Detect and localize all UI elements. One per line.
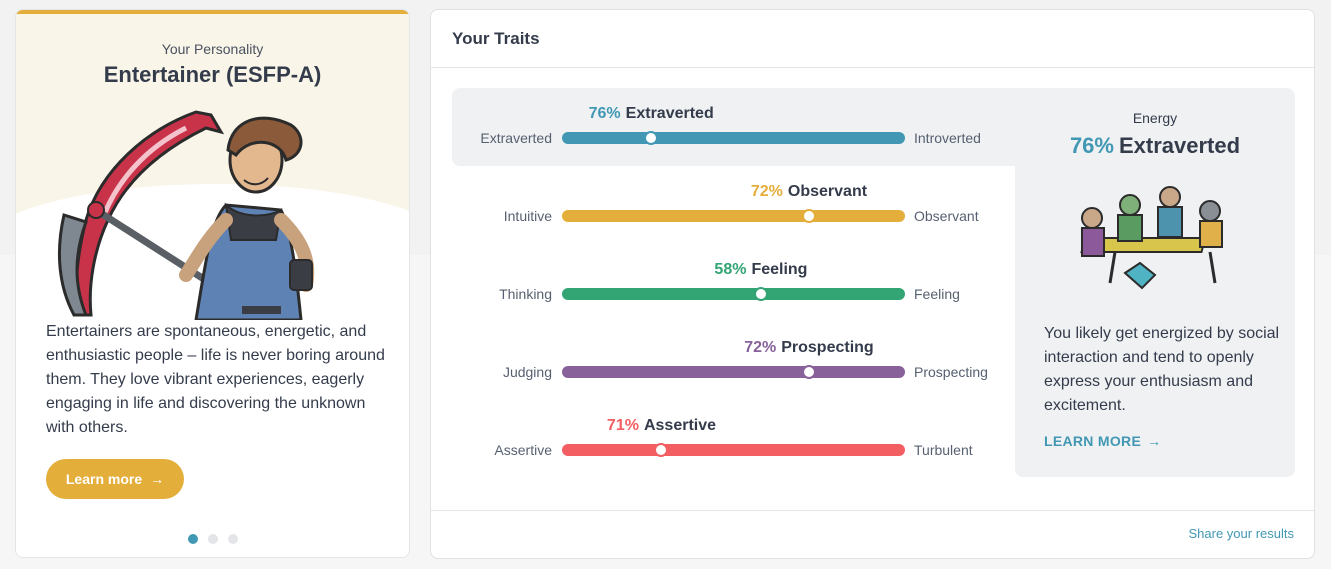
trait-percent-label: 72% Prospecting (744, 339, 874, 357)
trait-bar (562, 288, 905, 300)
trait-left-pole: Intuitive (503, 208, 552, 224)
trait-row[interactable]: 72% Prospecting Judging Prospecting (452, 322, 1017, 400)
trait-left-pole: Extraverted (480, 130, 552, 146)
trait-percent: 76% (588, 105, 621, 122)
trait-row[interactable]: 71% Assertive Assertive Turbulent (452, 400, 1017, 478)
trait-learn-more-label: LEARN MORE (1044, 433, 1142, 449)
trait-percent: 71% (606, 417, 639, 434)
trait-marker (644, 131, 659, 145)
personality-eyebrow: Your Personality (161, 41, 264, 57)
arrow-right-icon: → (1147, 433, 1162, 449)
learn-more-button[interactable]: Learn more → (46, 459, 184, 499)
carousel-dot[interactable] (187, 534, 198, 544)
trait-row[interactable]: 76% Extraverted Extraverted Introverted (452, 88, 1017, 166)
divider (431, 67, 1314, 68)
traits-title: Your Traits (452, 29, 540, 48)
trait-category: Energy (1132, 110, 1178, 126)
trait-percent-label: 72% Observant (751, 183, 867, 201)
arrow-right-icon: → (150, 471, 165, 487)
traits-card: Your Traits 76% Extraverted Extraverted Int… (430, 9, 1315, 559)
group-party-illustration (1080, 186, 1223, 290)
trait-name: Observant (787, 183, 868, 200)
share-results-link[interactable]: Share your results (1188, 526, 1295, 541)
trait-bar (562, 132, 905, 144)
trait-right-pole: Observant (914, 208, 979, 224)
trait-right-pole: Introverted (914, 130, 981, 146)
trait-name: Feeling (751, 261, 808, 278)
personality-type-title: Entertainer (ESFP-A) (103, 62, 322, 87)
trait-row[interactable]: 72% Observant Intuitive Observant (452, 166, 1017, 244)
trait-marker (801, 209, 816, 223)
trait-left-pole: Judging (502, 364, 552, 380)
trait-detail-heading: 76% Extraverted (1015, 133, 1295, 159)
trait-learn-more-link[interactable]: LEARN MORE → (1044, 433, 1161, 449)
trait-right-pole: Turbulent (914, 442, 973, 458)
trait-percent: 72% (744, 339, 777, 356)
trait-bar (562, 444, 905, 456)
trait-percent-label: 58% Feeling (714, 261, 807, 279)
trait-percent: 72% (750, 183, 783, 200)
trait-right-pole: Prospecting (914, 364, 988, 380)
trait-bar (562, 210, 905, 222)
trait-row[interactable]: 58% Feeling Thinking Feeling (452, 244, 1017, 322)
trait-percent-label: 71% Assertive (607, 417, 716, 435)
trait-name: Assertive (643, 417, 717, 434)
card-accent-bar (16, 10, 409, 14)
trait-bar (562, 366, 905, 378)
trait-left-pole: Thinking (499, 286, 552, 302)
trait-left-pole: Assertive (494, 442, 552, 458)
trait-marker (654, 443, 669, 457)
carousel-dot[interactable] (207, 534, 218, 544)
entertainer-illustration (57, 110, 315, 320)
trait-marker (753, 287, 768, 301)
personality-description: Entertainers are spontaneous, energetic,… (46, 323, 385, 436)
trait-detail-text: You likely get energized by social inter… (1044, 325, 1280, 414)
learn-more-label: Learn more (65, 471, 143, 487)
trait-detail-percent: 76% (1069, 133, 1114, 158)
trait-right-pole: Feeling (914, 286, 960, 302)
carousel-dots (16, 534, 409, 544)
trait-name: Extraverted (625, 105, 714, 122)
trait-detail-label: Extraverted (1118, 133, 1241, 158)
carousel-dot[interactable] (227, 534, 238, 544)
trait-marker (801, 365, 816, 379)
trait-name: Prospecting (781, 339, 874, 356)
trait-detail-panel: Energy 76% Extraverted You likely get ene… (1015, 88, 1295, 477)
personality-card: Your Personality Entertainer (ESFP-A) En… (15, 9, 410, 558)
trait-percent: 58% (714, 261, 747, 278)
divider (431, 510, 1314, 511)
trait-percent-label: 76% Extraverted (589, 105, 714, 123)
